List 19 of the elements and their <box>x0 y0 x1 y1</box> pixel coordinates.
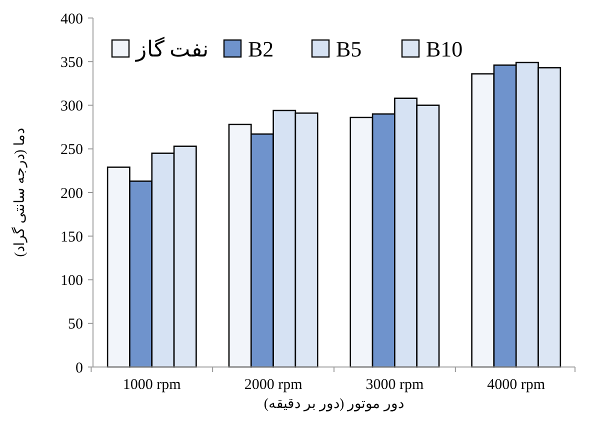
y-tick-label: 50 <box>68 316 83 333</box>
y-tick-label: 200 <box>60 186 83 202</box>
y-tick-label: 150 <box>60 229 83 246</box>
legend-label: B2 <box>248 36 274 62</box>
y-tick-label: 250 <box>60 142 83 158</box>
legend-label: B10 <box>426 36 463 62</box>
legend-label: B5 <box>336 36 362 62</box>
y-tick-label: 0 <box>76 360 83 376</box>
y-tick-label: 350 <box>60 54 83 71</box>
y-tick-label: 400 <box>60 11 83 28</box>
x-tick-label: 1000 rpm <box>122 377 182 393</box>
legend-label: نفت گاز <box>135 36 208 63</box>
y-tick-label: 300 <box>60 98 83 114</box>
y-axis-title: دما (درجه سانتی گراد) <box>11 128 28 257</box>
x-tick-label: 3000 rpm <box>366 377 424 393</box>
x-axis-title: دور موتور (دور بر دقیقه) <box>264 397 404 412</box>
x-tick-label: 4000 rpm <box>487 377 546 393</box>
y-tick-label: 100 <box>60 273 83 289</box>
x-tick-label: 2000 rpm <box>244 377 303 393</box>
